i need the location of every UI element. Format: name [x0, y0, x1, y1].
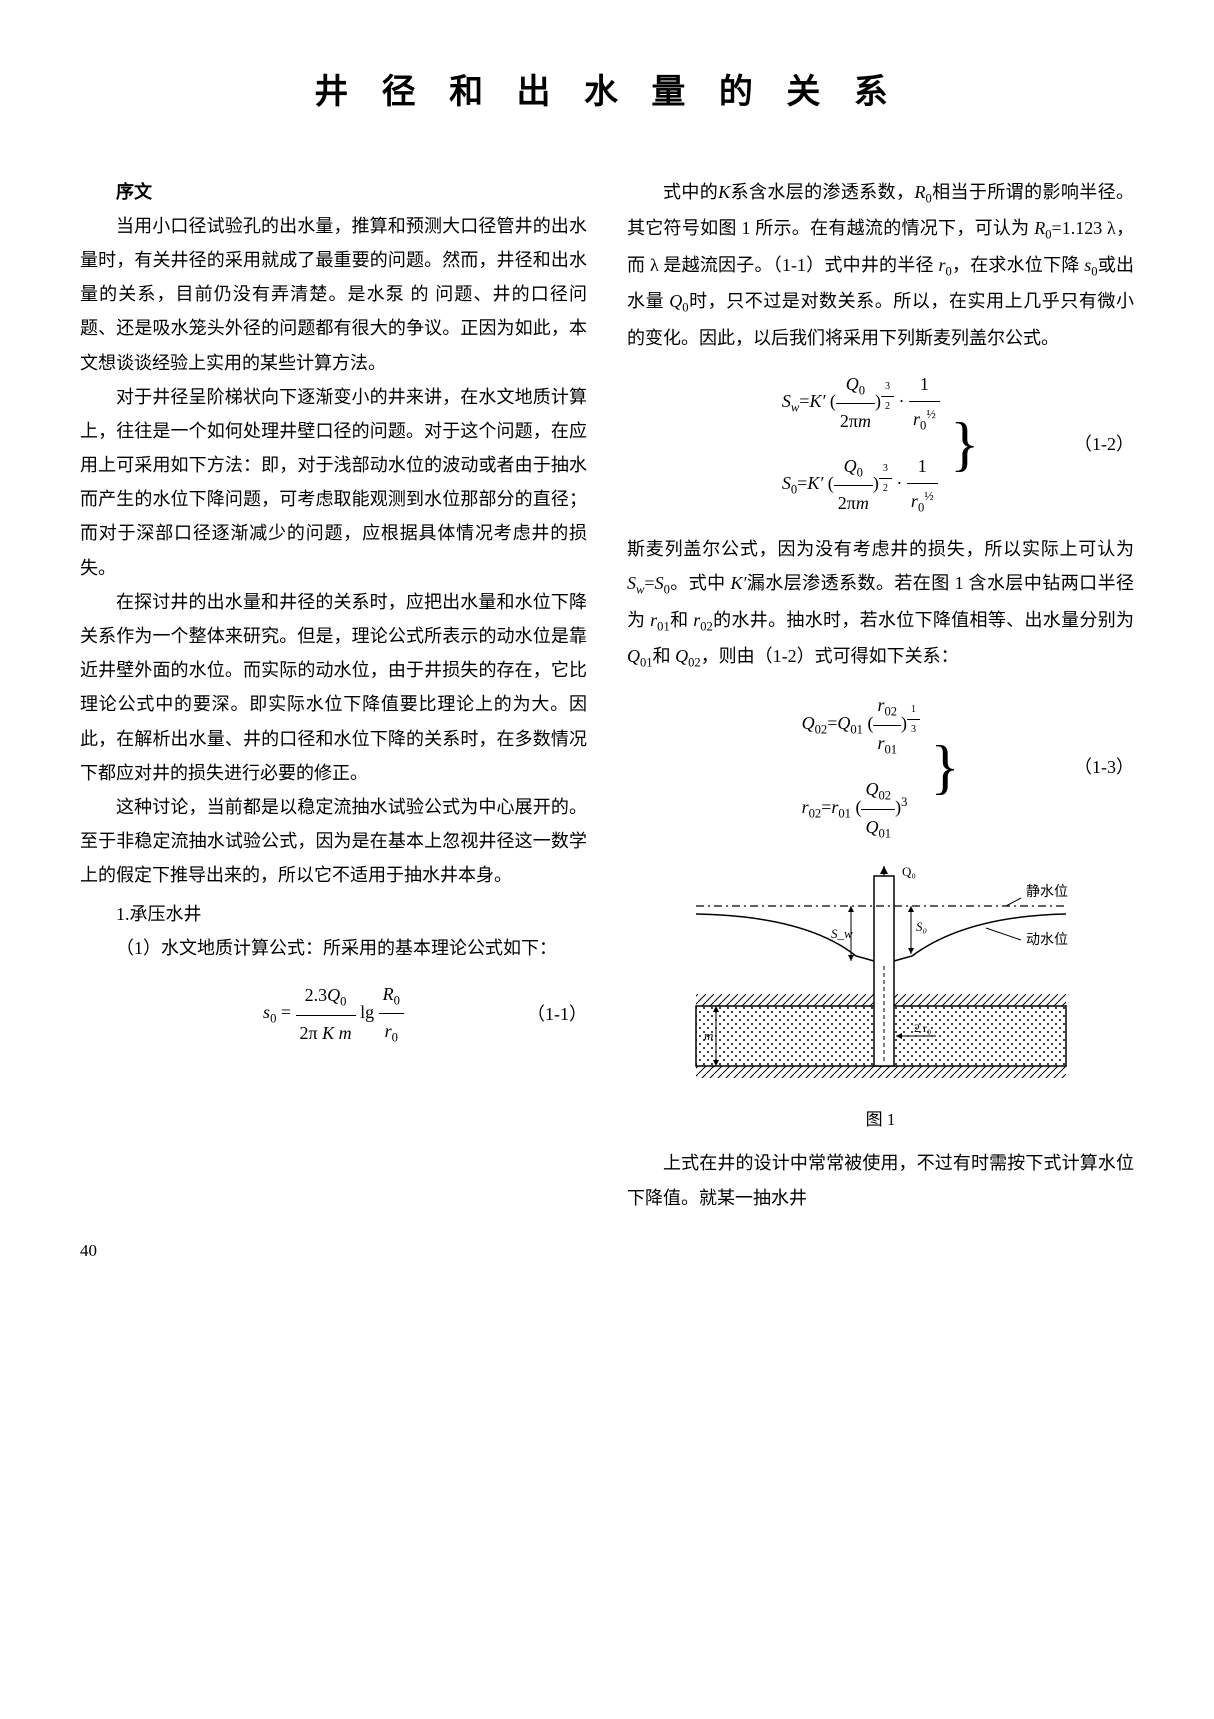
fig-label-static: 静水位: [1026, 884, 1068, 900]
fig-label-m: m: [704, 1028, 713, 1043]
figure-caption: 图 1: [627, 1104, 1134, 1136]
body-paragraph: 斯麦列盖尔公式，因为没有考虑井的损失，所以实际上可认为 Sw=S0。式中 K′漏…: [627, 532, 1134, 676]
left-column: 序文 当用小口径试验孔的出水量，推算和预测大口径管井的出水量时，有关井径的采用就…: [80, 175, 587, 1215]
figure-1: Q₀ 静水位 动水位 S_w S₀ 2 r₀: [627, 866, 1134, 1136]
equation-label: （1-2）: [1074, 426, 1134, 460]
body-paragraph: 对于井径呈阶梯状向下逐渐变小的井来讲，在水文地质计算上，往往是一个如何处理井壁口…: [80, 380, 587, 585]
section-1-heading: 1.承压水井: [80, 897, 587, 931]
equation-label: （1-3）: [1074, 750, 1134, 784]
body-paragraph: 上式在井的设计中常常被使用，不过有时需按下式计算水位下降值。就某一抽水井: [627, 1146, 1134, 1214]
equation-1-3: Q02=Q01 (r02r01)13 r02=r01 (Q02Q01)3 } （…: [627, 688, 1134, 846]
body-paragraph: 这种讨论，当前都是以稳定流抽水试验公式为中心展开的。至于非稳定流抽水试验公式，因…: [80, 790, 587, 893]
fig-label-sw: S_w: [831, 926, 853, 941]
body-paragraph: 当用小口径试验孔的出水量，推算和预测大口径管井的出水量时，有关井径的采用就成了最…: [80, 209, 587, 380]
right-column: 式中的K系含水层的渗透系数，R0相当于所谓的影响半径。其它符号如图 1 所示。在…: [627, 175, 1134, 1215]
fig-label-s0: S₀: [916, 919, 927, 934]
equation-label: （1-1）: [527, 997, 587, 1031]
page-title: 井 径 和 出 水 量 的 关 系: [80, 60, 1134, 125]
subsection-text: （1）水文地质计算公式：所采用的基本理论公式如下：: [80, 931, 587, 965]
two-column-layout: 序文 当用小口径试验孔的出水量，推算和预测大口径管井的出水量时，有关井径的采用就…: [80, 175, 1134, 1215]
fig-label-dynamic: 动水位: [1026, 932, 1068, 948]
page-number: 40: [80, 1235, 1134, 1267]
equation-1-1: s0 = 2.3Q02π K m lg R0r0 （1-1）: [80, 977, 587, 1051]
body-paragraph: 在探讨井的出水量和井径的关系时，应把出水量和水位下降关系作为一个整体来研究。但是…: [80, 585, 587, 790]
fig-label-q0: Q₀: [902, 866, 916, 879]
body-paragraph: 式中的K系含水层的渗透系数，R0相当于所谓的影响半径。其它符号如图 1 所示。在…: [627, 175, 1134, 355]
preface-heading: 序文: [116, 175, 587, 209]
equation-1-2: Sw=K′ (Q02πm)32 · 1r0½ S0=K′ (Q02πm)32 ·…: [627, 367, 1134, 520]
fig-label-2r0: 2 r₀: [914, 1021, 931, 1035]
